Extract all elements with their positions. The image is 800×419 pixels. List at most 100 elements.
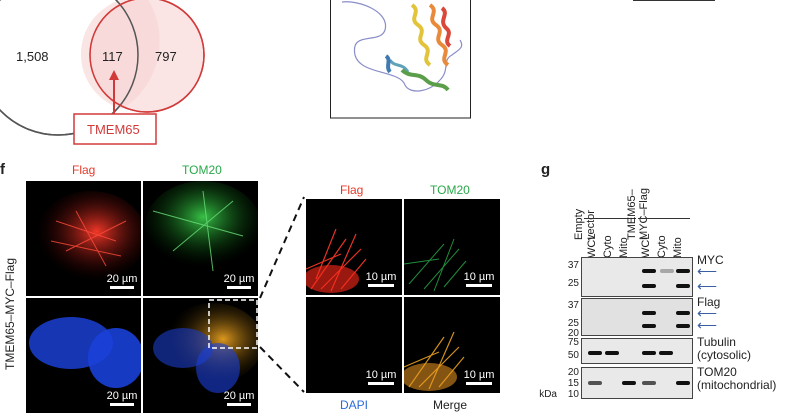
tom20-column-label: TOM20 (182, 163, 222, 177)
band (642, 269, 656, 273)
band (642, 284, 656, 288)
overview-dapi-image: 20 µm (26, 298, 141, 413)
blot-flag (581, 298, 693, 336)
scale-bar: 10 µm (460, 271, 498, 287)
scale-bar: 10 µm (460, 369, 498, 385)
callout-label: TMEM65 (87, 122, 140, 137)
band (676, 324, 690, 328)
venn-overlap-count: 117 (102, 49, 123, 64)
band (676, 311, 690, 315)
blot-label-flag: Flag (697, 295, 721, 309)
venn-left-count: 1,508 (16, 49, 49, 64)
blot-tom20 (581, 367, 693, 399)
group-bracket (638, 218, 690, 219)
marker-37: 37 (567, 260, 579, 271)
blot-label-myc: MYC (697, 253, 724, 267)
band (659, 351, 673, 355)
marker-25: 25 (567, 278, 579, 289)
blot-tubulin (581, 338, 693, 364)
venn-overlap (80, 0, 160, 109)
scale-bar: 20 µm (104, 273, 140, 289)
marker-20: 20 (567, 328, 579, 339)
zoom-connector-lines (259, 196, 305, 393)
lane-label: WCL (640, 233, 652, 258)
marker-37: 37 (567, 300, 579, 311)
band (642, 324, 656, 328)
zoom-tom20-image: 10 µm (404, 199, 500, 295)
blot-label-tom20: TOM20 (mitochondrial) (697, 366, 776, 392)
zoom-dapi-label: DAPI (340, 398, 369, 412)
scale-bar-label: 10 µm (463, 271, 495, 283)
band (676, 284, 690, 288)
band (605, 351, 619, 355)
venn-right-count: 797 (155, 49, 177, 64)
band (588, 381, 602, 385)
group-label-tmem65: TMEM65– MYC–Flag (626, 188, 650, 240)
callout-box (73, 113, 157, 145)
band (660, 269, 674, 273)
scale-bar: 20 µm (104, 390, 140, 406)
group-label-line: TMEM65– (626, 189, 638, 240)
group-label-line: MYC–Flag (638, 188, 650, 240)
band (676, 381, 690, 385)
scale-bar-label: 20 µm (223, 273, 255, 285)
zoom-merge-label: Merge (433, 398, 468, 412)
blot-label-line: Tubulin (697, 335, 736, 349)
scale-bar: 10 µm (362, 369, 400, 385)
lane-label: Cyto (602, 235, 614, 258)
kda-label: kDa (539, 389, 557, 400)
band (642, 381, 656, 385)
left-arrow-icon: ⟵ (697, 317, 718, 333)
row-label: TMEM65–MYC–Flag (3, 257, 17, 370)
zoom-dapi-image: 10 µm (306, 297, 402, 393)
marker-10: 10 (567, 389, 579, 400)
scale-bar-label: 20 µm (106, 390, 138, 402)
marker-25: 25 (567, 318, 579, 329)
blot-label-line: TOM20 (697, 365, 737, 379)
group-bracket (584, 218, 636, 219)
scale-bar: 20 µm (221, 273, 257, 289)
lane-label: Cyto (656, 235, 668, 258)
overview-flag-image: 20 µm (26, 181, 141, 296)
overview-tom20-image: 20 µm (143, 181, 258, 296)
band (676, 269, 690, 273)
zoom-tom20-label: TOM20 (430, 183, 470, 197)
zoom-region-box (208, 299, 258, 349)
marker-20: 20 (567, 367, 579, 378)
left-arrow-icon: ⟵ (697, 305, 718, 321)
lane-label: Mito (672, 237, 684, 258)
zoom-flag-image: 10 µm (306, 199, 402, 295)
flag-column-label: Flag (72, 163, 96, 177)
top-right-rule (633, 0, 715, 1)
marker-50: 50 (567, 350, 579, 361)
blot-label-line: (mitochondrial) (697, 378, 777, 392)
overview-merge-image: 20 µm (143, 298, 258, 413)
scale-bar: 10 µm (362, 271, 400, 287)
marker-75: 75 (567, 337, 579, 348)
protein-structure-image (330, 0, 471, 119)
zoom-flag-label: Flag (340, 183, 364, 197)
marker-15: 15 (567, 378, 579, 389)
callout-arrowhead-icon (109, 70, 119, 80)
panel-g-letter: g (541, 161, 551, 178)
scale-bar: 20 µm (221, 390, 257, 406)
band (588, 351, 602, 355)
zoom-merge-image: 10 µm (404, 297, 500, 393)
band (642, 311, 656, 315)
scale-bar-label: 10 µm (365, 271, 397, 283)
band (622, 381, 636, 385)
left-arrow-icon: ⟵ (697, 263, 718, 279)
lane-label: WCL (586, 233, 598, 258)
blot-myc (581, 257, 693, 297)
scale-bar-label: 10 µm (463, 369, 495, 381)
left-arrow-icon: ⟵ (697, 278, 718, 294)
scale-bar-label: 20 µm (106, 273, 138, 285)
band (642, 351, 656, 355)
blot-label-line: (cytosolic) (697, 348, 752, 362)
venn-diagram (0, 0, 205, 145)
scale-bar-label: 20 µm (223, 390, 255, 402)
lane-label: Mito (618, 237, 630, 258)
scale-bar-label: 10 µm (365, 369, 397, 381)
blot-label-tubulin: Tubulin (cytosolic) (697, 336, 751, 362)
group-label-line: Empty (573, 208, 585, 240)
